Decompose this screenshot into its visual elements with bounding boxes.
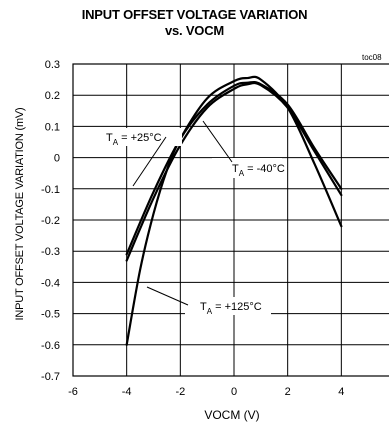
y-axis-title: INPUT OFFSET VOLTAGE VARIATION (mV) [14, 107, 26, 321]
x-tick-label-3: 0 [231, 386, 237, 398]
x-axis-title: VOCM (V) [204, 408, 260, 422]
y-tick-label-7: -0.4 [41, 277, 60, 289]
y-tick-label-9: -0.6 [41, 340, 60, 352]
series-ta-25c-line [125, 80, 343, 256]
plot-border [72, 63, 389, 377]
x-tick-label-0: -6 [68, 386, 78, 398]
grid-layer [72, 63, 389, 377]
annotation-ta-minus40c-label: TA = -40°C [232, 163, 285, 178]
x-tick-label-1: -4 [122, 386, 132, 398]
annotation-ta-minus40c: TA = -40°C [202, 120, 285, 178]
annotation-ta-125c-label: TA = +125°C [200, 301, 262, 316]
chart-title: INPUT OFFSET VOLTAGE VARIATION vs. VOCM [0, 7, 389, 39]
y-tick-label-8: -0.5 [41, 309, 60, 321]
annotation-ta-minus40c-bg [212, 158, 282, 178]
y-tick-label-10: -0.7 [41, 371, 60, 383]
y-tick-label-0: 0.3 [45, 59, 60, 71]
annotation-ta-25c-label: TA = +25°C [106, 132, 162, 147]
x-tick-label-4: 2 [285, 386, 291, 398]
axes-layer: -6-4-202460.30.20.10-0.1-0.2-0.3-0.4-0.5… [41, 59, 389, 398]
annotation-layer: TA = +25°C TA = -40°C TA = +125°C [104, 120, 285, 316]
series-ta-125c-line [125, 75, 343, 346]
y-tick-label-2: 0.1 [45, 121, 60, 133]
y-tick-label-5: -0.2 [41, 215, 60, 227]
series-layer [125, 75, 343, 346]
chart-title-line-1: INPUT OFFSET VOLTAGE VARIATION [81, 7, 308, 22]
x-tick-label-2: -2 [175, 386, 185, 398]
annotation-ta-125c-bg [185, 297, 271, 315]
annotation-ta-125c-leader-line [146, 286, 189, 306]
annotation-ta-minus40c-leader-line [202, 120, 233, 163]
annotation-ta-125c: TA = +125°C [146, 286, 271, 316]
y-tick-label-6: -0.3 [41, 246, 60, 258]
figure-code: toc08 [362, 53, 382, 62]
x-tick-label-5: 4 [338, 386, 344, 398]
y-tick-label-1: 0.2 [45, 90, 60, 102]
y-tick-label-4: -0.1 [41, 184, 60, 196]
chart-title-line-2: vs. VOCM [164, 23, 225, 38]
y-tick-label-3: 0 [54, 153, 60, 165]
annotation-ta-25c-leader-line [132, 136, 167, 187]
annotation-ta-25c: TA = +25°C [104, 128, 182, 187]
